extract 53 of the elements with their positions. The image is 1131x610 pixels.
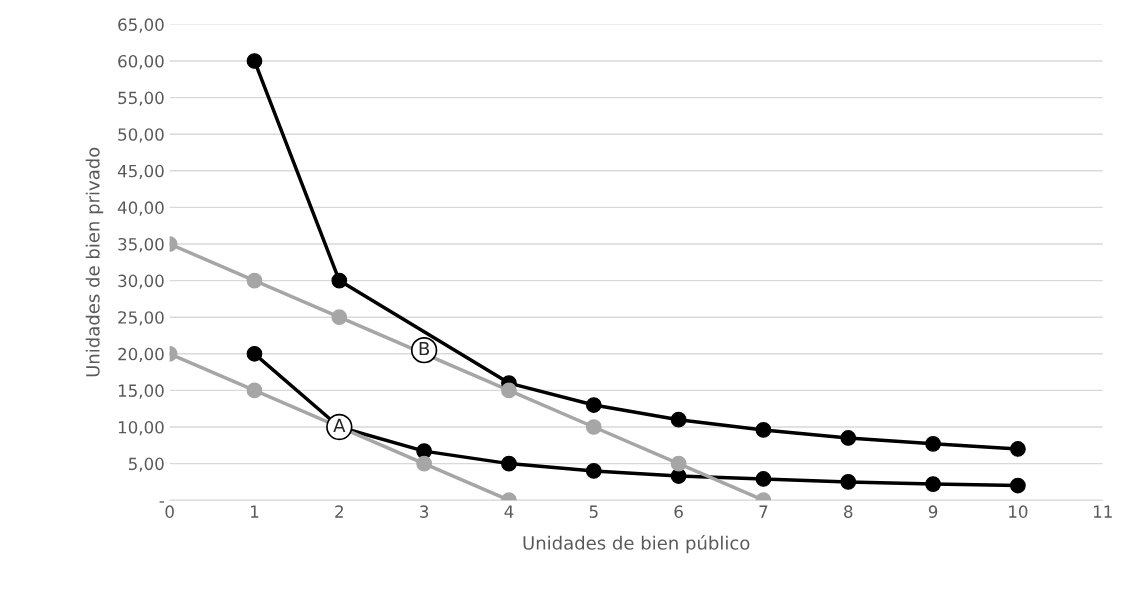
x-tick-label: 7 (759, 505, 768, 518)
point (331, 272, 348, 289)
point (925, 435, 941, 452)
point (246, 382, 263, 399)
point (501, 382, 517, 399)
y-tick-label: 15,00 (118, 384, 164, 399)
annotation: B (419, 341, 430, 356)
point (670, 455, 687, 472)
x-tick-label: 9 (928, 505, 938, 518)
point (585, 463, 602, 479)
point (755, 471, 772, 487)
x-tick-label: 6 (674, 505, 683, 518)
y-tick-label: 30,00 (118, 274, 164, 289)
x-tick-label: 10 (1009, 505, 1028, 518)
x-tick-label: 3 (420, 505, 429, 518)
x-tick-label: 5 (589, 505, 598, 518)
x-tick-label: 4 (504, 505, 514, 518)
x-tick-label: 11 (1093, 505, 1112, 518)
y-tick-label: 40,00 (117, 201, 164, 216)
point (246, 345, 263, 362)
point (501, 455, 517, 472)
point (755, 422, 772, 438)
x-tick-label: 8 (844, 505, 853, 518)
y-axis-title: Unidades de bien privado (85, 147, 104, 377)
y-tick-label: 60,00 (118, 54, 164, 70)
point (840, 474, 857, 490)
point (246, 272, 263, 289)
point (1010, 477, 1026, 494)
point (585, 419, 602, 435)
x-tick-label: 1 (251, 505, 259, 518)
x-axis-title: Unidades de bien público (523, 535, 750, 554)
x-tick-label: 0 (165, 505, 174, 518)
point (331, 309, 348, 326)
point (585, 397, 602, 413)
point (1010, 441, 1026, 457)
point (925, 476, 941, 492)
y-tick-label: - (159, 501, 164, 503)
point (246, 53, 263, 69)
x-tick-label: 2 (335, 505, 343, 518)
y-tick-label: 45,00 (117, 164, 164, 180)
point (840, 430, 857, 446)
y-tick-label: 5,00 (128, 457, 164, 472)
y-tick-label: 35,00 (118, 237, 164, 253)
point (416, 455, 432, 472)
y-tick-label: 55,00 (118, 91, 164, 106)
y-tick-label: 65,00 (118, 18, 164, 33)
y-tick-label: 10,00 (118, 420, 164, 436)
y-tick-label: 50,00 (118, 128, 164, 143)
annotation: A (333, 418, 346, 432)
y-tick-label: 20,00 (118, 347, 164, 363)
point (670, 468, 687, 484)
y-tick-label: 25,00 (118, 311, 164, 326)
point (670, 411, 687, 428)
